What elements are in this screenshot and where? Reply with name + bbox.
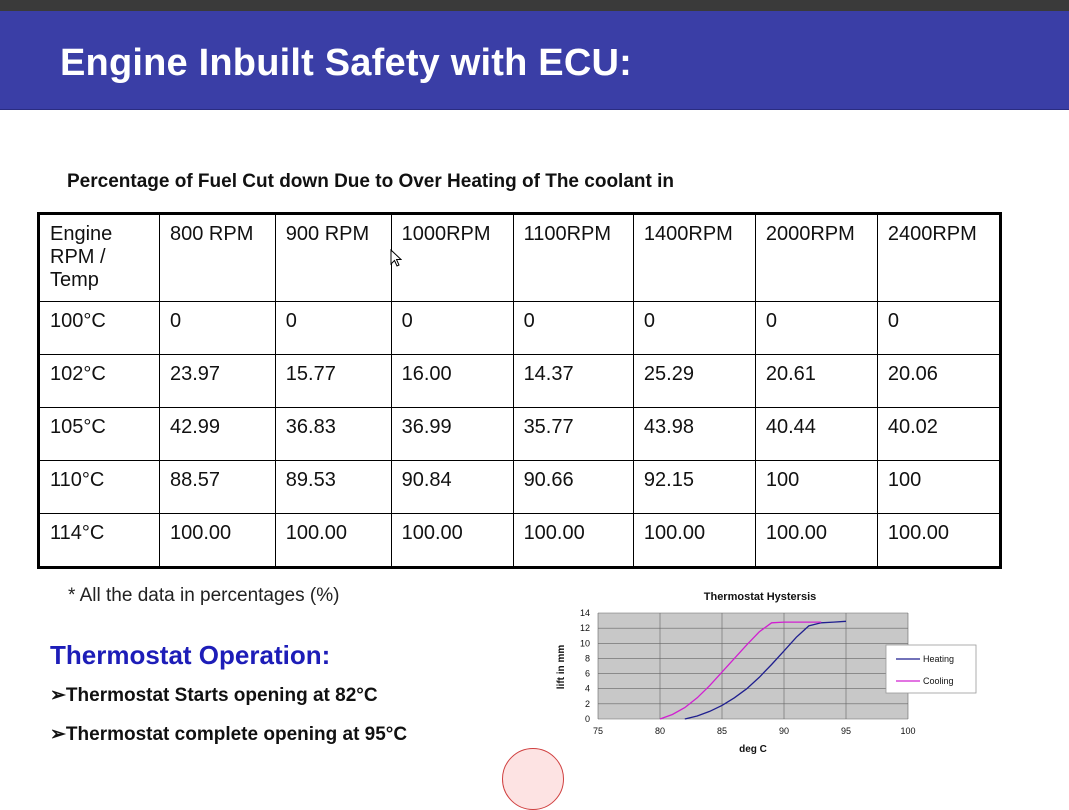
record-button[interactable] bbox=[502, 748, 564, 810]
table-cell: 15.77 bbox=[274, 354, 392, 408]
y-axis-label: lift in mm bbox=[556, 645, 567, 690]
y-tick-label: 6 bbox=[585, 669, 590, 679]
x-tick-label: 80 bbox=[655, 726, 665, 736]
percentage-note: * All the data in percentages (%) bbox=[68, 585, 340, 606]
temp-cell: 102°C bbox=[38, 354, 160, 408]
table-row: 100°C 0 0 0 0 0 0 0 bbox=[38, 301, 1002, 355]
y-tick-label: 12 bbox=[580, 623, 590, 633]
fuel-cut-table: Engine RPM / Temp 800 RPM 900 RPM 1000RP… bbox=[37, 212, 1002, 569]
table-cell: 42.99 bbox=[159, 407, 276, 461]
table-row: 110°C 88.57 89.53 90.84 90.66 92.15 100 … bbox=[38, 460, 1002, 514]
x-tick-label: 85 bbox=[717, 726, 727, 736]
table-cell: 43.98 bbox=[632, 407, 756, 461]
chart-grid bbox=[597, 612, 909, 720]
header-cell: 1400RPM bbox=[632, 213, 756, 302]
table-cell: 36.83 bbox=[274, 407, 392, 461]
window-top-bar bbox=[0, 0, 1069, 11]
x-tick-label: 75 bbox=[593, 726, 603, 736]
x-axis-label: deg C bbox=[739, 744, 767, 755]
x-tick-label: 95 bbox=[841, 726, 851, 736]
table-title: Percentage of Fuel Cut down Due to Over … bbox=[67, 171, 674, 192]
header-cell: Engine RPM / Temp bbox=[38, 213, 160, 302]
table-cell: 92.15 bbox=[632, 460, 756, 514]
x-tick-label: 90 bbox=[779, 726, 789, 736]
table-cell: 0 bbox=[512, 301, 634, 355]
table-row: 102°C 23.97 15.77 16.00 14.37 25.29 20.6… bbox=[38, 354, 1002, 408]
y-tick-label: 0 bbox=[585, 714, 590, 724]
header-cell: 2000RPM bbox=[754, 213, 878, 302]
slide-title: Engine Inbuilt Safety with ECU: bbox=[60, 42, 632, 84]
table-cell: 88.57 bbox=[159, 460, 276, 514]
x-tick-label: 100 bbox=[900, 726, 915, 736]
table-cell: 14.37 bbox=[512, 354, 634, 408]
legend-box bbox=[885, 644, 977, 694]
header-cell: 2400RPM bbox=[876, 213, 1002, 302]
table-cell: 100.00 bbox=[390, 513, 514, 568]
thermostat-heading: Thermostat Operation: bbox=[50, 640, 331, 670]
table-cell: 16.00 bbox=[390, 354, 514, 408]
y-tick-label: 10 bbox=[580, 638, 590, 648]
table-cell: 100.00 bbox=[876, 513, 1002, 568]
table-cell: 100.00 bbox=[512, 513, 634, 568]
series-line-cooling bbox=[659, 621, 822, 720]
y-axis-ticks: 0 2 4 6 8 10 12 14 bbox=[580, 608, 590, 724]
table-cell: 40.44 bbox=[754, 407, 878, 461]
table-cell: 35.77 bbox=[512, 407, 634, 461]
chart-title: Thermostat Hystersis bbox=[704, 591, 817, 603]
y-tick-label: 8 bbox=[585, 653, 590, 663]
bullet-start-opening: ➢Thermostat Starts opening at 82°C bbox=[50, 685, 378, 706]
table-cell: 40.02 bbox=[876, 407, 1002, 461]
plot-area bbox=[598, 613, 908, 719]
y-tick-label: 14 bbox=[580, 608, 590, 618]
mouse-pointer-icon bbox=[390, 249, 402, 267]
table-cell: 100 bbox=[754, 460, 878, 514]
legend-label-cooling: Cooling bbox=[923, 676, 954, 686]
table-cell: 89.53 bbox=[274, 460, 392, 514]
header-cell: 900 RPM bbox=[274, 213, 392, 302]
table-cell: 100.00 bbox=[754, 513, 878, 568]
y-tick-label: 2 bbox=[585, 699, 590, 709]
table-cell: 0 bbox=[754, 301, 878, 355]
y-tick-label: 4 bbox=[585, 684, 590, 694]
table-row: 114°C 100.00 100.00 100.00 100.00 100.00… bbox=[38, 513, 1002, 568]
table-cell: 100.00 bbox=[159, 513, 276, 568]
table-cell: 20.06 bbox=[876, 354, 1002, 408]
header-cell: 800 RPM bbox=[159, 213, 276, 302]
table-cell: 100.00 bbox=[274, 513, 392, 568]
chart-legend: Heating Cooling bbox=[885, 644, 977, 694]
table-cell: 0 bbox=[159, 301, 276, 355]
temp-cell: 100°C bbox=[38, 301, 160, 355]
table-cell: 36.99 bbox=[390, 407, 514, 461]
temp-cell: 110°C bbox=[38, 460, 160, 514]
table-cell: 20.61 bbox=[754, 354, 878, 408]
thermostat-hysteresis-chart: Thermostat Hystersis 0 2 4 6 8 10 12 14 75 80 85 9… bbox=[556, 591, 977, 755]
temp-cell: 105°C bbox=[38, 407, 160, 461]
bullet-complete-opening: ➢Thermostat complete opening at 95°C bbox=[50, 724, 408, 745]
table-cell: 25.29 bbox=[632, 354, 756, 408]
table-cell: 90.66 bbox=[512, 460, 634, 514]
table-cell: 0 bbox=[390, 301, 514, 355]
table-cell: 23.97 bbox=[159, 354, 276, 408]
slide-title-bar bbox=[0, 11, 1069, 110]
legend-label-heating: Heating bbox=[923, 654, 954, 664]
table-cell: 0 bbox=[632, 301, 756, 355]
table-cell: 100 bbox=[876, 460, 1002, 514]
table-row: 105°C 42.99 36.83 36.99 35.77 43.98 40.4… bbox=[38, 407, 1002, 461]
header-cell: 1100RPM bbox=[512, 213, 634, 302]
table-cell: 100.00 bbox=[632, 513, 756, 568]
series-line-heating bbox=[684, 620, 847, 720]
table-cell: 0 bbox=[876, 301, 1002, 355]
x-axis-ticks: 75 80 85 90 95 100 bbox=[593, 726, 916, 736]
table-header-row: Engine RPM / Temp 800 RPM 900 RPM 1000RP… bbox=[38, 213, 1002, 302]
table-cell: 90.84 bbox=[390, 460, 514, 514]
header-cell: 1000RPM bbox=[390, 213, 514, 302]
temp-cell: 114°C bbox=[38, 513, 160, 568]
table-cell: 0 bbox=[274, 301, 392, 355]
